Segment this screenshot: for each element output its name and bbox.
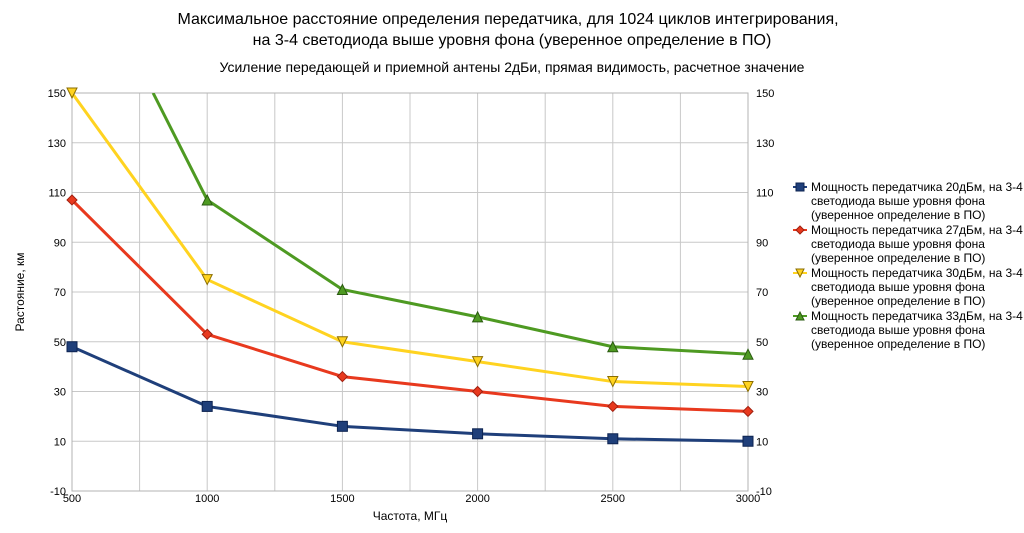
y-tick-label-left: 70 [54, 287, 66, 299]
marker-diamond [336, 370, 349, 383]
legend-label: светодиода выше уровня фона [811, 323, 985, 337]
plot-area-border [71, 92, 749, 492]
marker-diamond [66, 194, 78, 206]
marker-square [795, 182, 805, 192]
legend-item-3: Мощность передатчика 30дБм, на 3-4светод… [793, 266, 1023, 308]
chart-legend: Мощность передатчика 20дБм, на 3-4светод… [793, 180, 1023, 351]
marker-diamond [607, 400, 619, 413]
marker-triangle-down [742, 381, 754, 393]
legend-label: светодиода выше уровня фона [811, 194, 985, 208]
chart-title-line-2: на 3-4 светодиода выше уровня фона (увер… [253, 32, 772, 49]
series-line-2 [72, 198, 748, 413]
marker-triangle-up [336, 283, 349, 296]
marker-triangle-up [606, 340, 619, 353]
y-tick-label-right: 50 [756, 337, 768, 349]
legend-item-2: Мощность передатчика 27дБм, на 3-4светод… [793, 223, 1023, 265]
marker-triangle-down [471, 356, 484, 368]
x-tick-label: 1500 [330, 493, 354, 505]
legend-label: (уверенное определение в ПО) [811, 337, 985, 351]
y-tick-label-right: 30 [756, 387, 768, 399]
marker-triangle-up [201, 193, 214, 206]
marker-square [201, 400, 213, 412]
chart-subtitle: Усиление передающей и приемной антены 2д… [220, 59, 805, 75]
axis-ticks: -10 -10 10 10 30 30 50 50 70 70 90 90 110 110 130 130 15… [48, 88, 775, 505]
marker-square [742, 435, 754, 447]
y-tick-label-left: 110 [48, 188, 66, 200]
marker-diamond [795, 225, 805, 235]
marker-diamond [201, 328, 213, 340]
plot-axes [71, 92, 749, 492]
legend-label: Мощность передатчика 33дБм, на 3-4 [811, 309, 1023, 323]
y-tick-label-left: 10 [54, 436, 66, 448]
series-4 [151, 93, 754, 360]
legend-item-4: Мощность передатчика 33дБм, на 3-4светод… [793, 309, 1023, 351]
legend-label: светодиода выше уровня фона [811, 237, 985, 251]
series-line-4 [151, 93, 748, 356]
y-axis-label: Растояние, км [13, 253, 27, 332]
legend-label: Мощность передатчика 30дБм, на 3-4 [811, 266, 1023, 280]
legend-item-1: Мощность передатчика 20дБм, на 3-4светод… [793, 180, 1023, 222]
series-1 [66, 341, 754, 447]
y-tick-label-right: 10 [756, 436, 768, 448]
legend-label: Мощность передатчика 20дБм, на 3-4 [811, 180, 1023, 194]
legend-label: светодиода выше уровня фона [811, 280, 985, 294]
marker-diamond [471, 385, 484, 398]
chart-title-line-1: Максимальное расстояние определения пере… [177, 11, 838, 28]
y-tick-label-left: 90 [54, 237, 66, 249]
marker-triangle-down [336, 336, 349, 348]
y-tick-label-right: -10 [756, 486, 772, 498]
marker-triangle-down [606, 376, 619, 388]
data-series [66, 87, 754, 447]
y-tick-label-right: 70 [756, 287, 768, 299]
marker-triangle-up [795, 310, 805, 321]
y-tick-label-right: 130 [756, 138, 774, 150]
x-tick-label: 2500 [601, 493, 625, 505]
marker-triangle-down [66, 87, 78, 100]
marker-triangle-up [471, 310, 484, 323]
y-tick-label-right: 90 [756, 237, 768, 249]
x-tick-label: 1000 [195, 493, 219, 505]
marker-triangle-up [742, 348, 754, 360]
marker-diamond [742, 405, 754, 418]
x-tick-label: 3000 [736, 493, 760, 505]
y-tick-label-left: 30 [54, 387, 66, 399]
series-3 [66, 87, 754, 393]
legend-label: (уверенное определение в ПО) [811, 208, 985, 222]
y-tick-label-left: 50 [54, 337, 66, 349]
legend-label: (уверенное определение в ПО) [811, 294, 985, 308]
series-2 [66, 194, 754, 418]
y-tick-label-right: 150 [756, 88, 774, 100]
marker-square [336, 420, 348, 432]
chart-titles: Максимальное расстояние определения пере… [177, 11, 838, 75]
x-axis-label: Частота, МГц [373, 509, 448, 523]
series-line-3 [72, 93, 748, 389]
legend-label: Мощность передатчика 27дБм, на 3-4 [811, 223, 1023, 237]
x-tick-label: 2000 [465, 493, 489, 505]
marker-triangle-down [201, 274, 214, 286]
legend-label: (уверенное определение в ПО) [811, 251, 985, 265]
marker-square [66, 341, 78, 353]
y-tick-label-left: 150 [48, 88, 66, 100]
y-tick-label-left: 130 [48, 138, 66, 150]
series-line-1 [72, 345, 748, 443]
marker-triangle-down [795, 268, 805, 279]
marker-square [607, 433, 619, 445]
y-tick-label-left: -10 [50, 486, 66, 498]
x-tick-label: 500 [63, 493, 81, 505]
marker-square [472, 428, 484, 440]
y-tick-label-right: 110 [756, 188, 774, 200]
